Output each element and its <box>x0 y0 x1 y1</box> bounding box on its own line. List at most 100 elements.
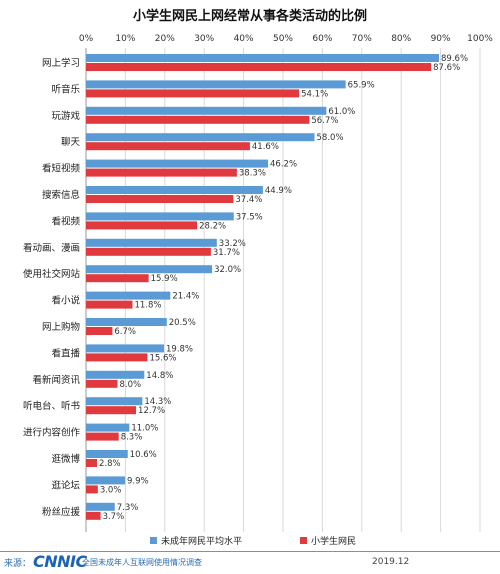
bar-average <box>86 344 165 353</box>
category-label: 网上购物 <box>42 321 81 333</box>
data-label-average: 9.9% <box>127 476 149 486</box>
category-label: 聊天 <box>61 136 81 148</box>
category-label: 看视频 <box>51 215 80 227</box>
x-tick-label: 40% <box>234 34 254 44</box>
x-tick-label: 10% <box>115 34 135 44</box>
bar-pupil <box>86 142 250 151</box>
bar-average <box>86 106 327 115</box>
bar-pupil <box>86 221 198 230</box>
bar-pupil <box>86 115 310 124</box>
category-label: 看动画、漫画 <box>23 242 80 254</box>
legend-swatch-average <box>150 537 157 544</box>
data-label-pupil: 15.6% <box>149 353 176 363</box>
data-label-average: 46.2% <box>270 160 297 170</box>
category-label: 看短视频 <box>42 163 81 175</box>
data-label-pupil: 2.8% <box>99 459 121 469</box>
data-label-pupil: 31.7% <box>213 248 240 258</box>
bar-average <box>86 423 130 432</box>
bar-average <box>86 450 128 458</box>
data-label-pupil: 12.7% <box>138 406 165 416</box>
data-label-pupil: 41.6% <box>252 142 279 152</box>
category-label: 逛微博 <box>51 453 80 465</box>
bar-average <box>86 133 315 142</box>
data-label-average: 14.3% <box>144 397 171 407</box>
bar-average <box>86 159 269 168</box>
x-tick-label: 90% <box>431 34 451 44</box>
bar-average <box>86 502 115 511</box>
bar-average <box>86 291 171 300</box>
data-label-average: 20.5% <box>169 318 196 328</box>
data-label-pupil: 6.7% <box>114 327 136 337</box>
data-label-average: 61.0% <box>328 107 355 117</box>
data-label-average: 14.8% <box>146 371 173 381</box>
data-label-pupil: 38.3% <box>239 169 266 179</box>
category-label: 玩游戏 <box>51 110 80 122</box>
category-label: 看新闻资讯 <box>32 374 80 386</box>
bar-average <box>86 186 263 194</box>
bar-pupil <box>86 300 133 309</box>
category-label: 看小说 <box>51 295 80 307</box>
bar-pupil <box>86 168 237 177</box>
x-tick-label: 80% <box>391 34 411 44</box>
footer-source-label: 来源： <box>4 559 32 569</box>
category-label: 搜索信息 <box>42 189 80 201</box>
data-label-pupil: 56.7% <box>311 116 338 126</box>
category-label: 进行内容创作 <box>23 427 81 439</box>
bar-average <box>86 265 213 274</box>
legend-swatch-pupil <box>300 537 307 544</box>
data-label-average: 33.2% <box>219 239 246 249</box>
x-tick-label: 60% <box>312 34 332 44</box>
bar-pupil <box>86 406 137 415</box>
bar-average <box>86 212 234 221</box>
bar-pupil <box>86 432 119 441</box>
bar-average <box>86 476 126 485</box>
bar-pupil <box>86 63 432 71</box>
data-label-average: 65.9% <box>348 80 375 90</box>
data-label-pupil: 3.7% <box>103 512 125 522</box>
category-label: 逛论坛 <box>51 479 80 491</box>
category-label: 看直播 <box>51 347 80 359</box>
data-label-pupil: 28.2% <box>199 221 226 231</box>
legend-label-average: 未成年网民平均水平 <box>161 535 242 547</box>
data-label-pupil: 54.1% <box>301 89 328 99</box>
legend-label-pupil: 小学生网民 <box>311 535 356 547</box>
bar-pupil <box>86 274 149 283</box>
category-label: 粉丝应援 <box>42 506 81 518</box>
data-label-average: 44.9% <box>265 186 292 196</box>
category-label: 使用社交网站 <box>23 268 81 280</box>
bar-average <box>86 54 440 62</box>
x-tick-label: 70% <box>352 34 372 44</box>
x-tick-label: 30% <box>194 34 214 44</box>
data-label-average: 89.6% <box>441 54 468 64</box>
category-label: 听音乐 <box>51 83 80 95</box>
x-tick-label: 20% <box>155 34 175 44</box>
data-label-pupil: 37.4% <box>235 195 262 205</box>
x-tick-label: 100% <box>467 34 493 44</box>
data-label-average: 10.6% <box>130 450 157 460</box>
data-label-pupil: 3.0% <box>100 485 122 495</box>
data-label-pupil: 11.8% <box>134 301 161 311</box>
data-label-average: 11.0% <box>131 424 158 434</box>
data-label-average: 58.0% <box>317 133 344 143</box>
data-label-average: 21.4% <box>172 292 199 302</box>
bar-pupil <box>86 353 148 362</box>
cnnic-logo: CNNIC <box>33 552 87 571</box>
bar-pupil <box>86 89 300 98</box>
footer-divider <box>0 551 500 552</box>
bar-average <box>86 370 145 379</box>
data-label-pupil: 87.6% <box>433 63 460 73</box>
category-label: 听电台、听书 <box>23 400 81 412</box>
bar-pupil <box>86 511 101 520</box>
category-label: 网上学习 <box>42 57 80 69</box>
bar-pupil <box>86 379 118 388</box>
footer-date: 2019.12 <box>372 557 410 567</box>
data-label-average: 37.5% <box>236 212 263 222</box>
data-label-average: 19.8% <box>166 344 193 354</box>
bar-average <box>86 238 217 247</box>
data-label-pupil: 8.3% <box>121 433 143 443</box>
bar-pupil <box>86 247 211 256</box>
data-label-pupil: 15.9% <box>151 274 178 284</box>
data-label-average: 7.3% <box>117 503 139 513</box>
bar-pupil <box>86 459 98 467</box>
